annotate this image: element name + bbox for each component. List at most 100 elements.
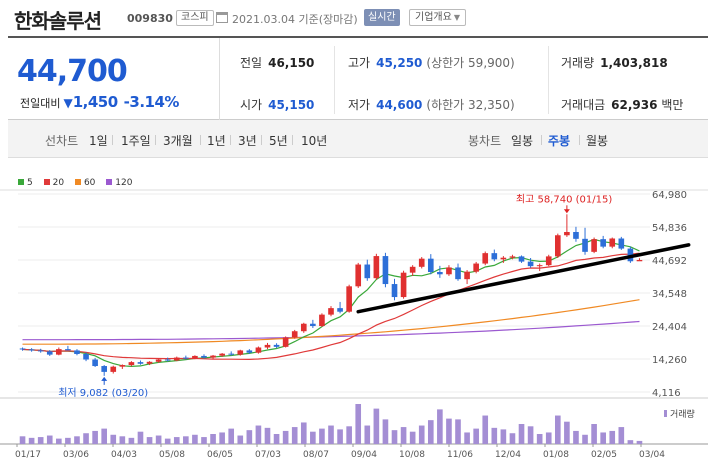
candle <box>437 265 443 278</box>
tab-3m[interactable]: 3개월 <box>163 134 193 148</box>
volume-bar <box>591 424 597 444</box>
volume-bar <box>46 435 53 444</box>
volume-bar <box>418 425 425 444</box>
candle-body <box>418 258 425 267</box>
tab-5y[interactable]: 5년 <box>269 134 288 148</box>
candle-body <box>210 355 216 358</box>
period-tab-bar: 선차트 1일 1주일 3개월 1년 3년 5년 10년 봉차트 일봉 주봉 월봉 <box>8 120 708 158</box>
change-label: 전일대비 <box>20 97 61 110</box>
tab-1d[interactable]: 1일 <box>89 134 108 148</box>
volume-bar <box>101 428 108 444</box>
volume-bar <box>364 425 371 444</box>
volume-bar <box>536 434 543 444</box>
candle <box>618 236 625 250</box>
volume-bar <box>554 415 561 444</box>
low-arrow-icon <box>101 376 108 381</box>
volume-bar <box>482 415 489 444</box>
tab-separator <box>579 135 580 145</box>
candle-body <box>500 257 507 260</box>
candle <box>455 263 461 281</box>
volume-bar <box>37 437 44 444</box>
tab-monthly[interactable]: 월봉 <box>586 134 609 148</box>
candle-body <box>291 331 298 338</box>
tab-10y[interactable]: 10년 <box>301 134 328 148</box>
candle <box>210 354 216 359</box>
candle <box>373 253 380 280</box>
candle-body <box>74 350 80 354</box>
candle-body <box>219 353 225 356</box>
candle <box>545 254 552 267</box>
candle <box>237 349 244 356</box>
low-value: 44,600 <box>376 98 423 112</box>
tab-1y[interactable]: 1년 <box>207 134 226 148</box>
low-annotation: 최저 9,082 (03/20) <box>58 387 148 399</box>
stock-code: 009830 <box>127 12 173 25</box>
candle-body <box>382 256 389 285</box>
x-tick-label: 05/08 <box>159 450 185 459</box>
candle <box>500 256 507 263</box>
candle <box>591 237 597 254</box>
candle <box>509 254 516 260</box>
candle <box>228 351 235 356</box>
divider <box>548 46 549 114</box>
candle <box>255 346 262 354</box>
prev-close-label: 전일 <box>240 56 263 70</box>
support-trendline <box>356 243 691 314</box>
volume-bar <box>237 435 244 444</box>
company-summary-dropdown[interactable]: 기업개요 ▼ <box>409 9 466 26</box>
volume-bar <box>500 429 507 444</box>
amount-value: 62,936 <box>611 98 658 112</box>
legend-label: 60 <box>83 178 96 188</box>
candle <box>609 237 616 249</box>
annotations: 최고 58,740 (01/15) 최저 9,082 (03/20) <box>58 193 612 399</box>
candle <box>446 265 452 276</box>
candle-body <box>409 266 416 273</box>
candle-body <box>119 365 126 367</box>
candle <box>418 257 425 269</box>
legend-label: 120 <box>115 178 133 188</box>
ma20-line <box>22 252 640 361</box>
stock-name: 한화솔루션 <box>14 9 102 33</box>
x-axis: 01/17 03/06 04/03 05/08 06/05 07/03 08/07 09/04… <box>15 444 665 459</box>
candle <box>201 354 207 359</box>
volume-bar <box>337 429 343 444</box>
volume-bar <box>455 419 461 444</box>
volume-bar <box>137 431 144 444</box>
tab-3y[interactable]: 3년 <box>238 134 257 148</box>
candle-body <box>573 231 579 239</box>
candle <box>291 329 298 339</box>
candle <box>346 284 352 313</box>
volume-bar <box>228 428 235 444</box>
candle <box>264 342 271 350</box>
quote-panel: 44,700 전일대비 ▼1,450 -3.14% 전일 46,150 시가 45,15… <box>8 36 708 120</box>
chart-grid <box>0 189 708 445</box>
high-cell: 고가 45,250 (상한가 59,900) <box>348 54 515 71</box>
volume-bar <box>491 427 498 444</box>
volume-bar <box>627 440 634 444</box>
volume-bar <box>564 421 570 444</box>
volume-bar <box>146 437 153 444</box>
tab-1w[interactable]: 1주일 <box>121 134 151 148</box>
volume-legend-label: 거래량 <box>670 408 695 420</box>
candle-body <box>37 350 44 352</box>
volume-bar <box>164 438 171 444</box>
x-tick-label: 01/08 <box>543 450 569 459</box>
candle <box>400 270 407 299</box>
volume-bar <box>310 431 316 444</box>
volume-bar <box>618 427 625 444</box>
x-tick-label: 10/08 <box>399 450 425 459</box>
volume-bar <box>291 427 298 444</box>
candle-body <box>201 355 207 358</box>
high-label: 고가 <box>348 56 371 70</box>
candle-body <box>527 261 534 267</box>
volume-bar <box>74 436 80 444</box>
volume-bar <box>545 432 552 444</box>
tab-weekly[interactable]: 주봉 <box>548 134 571 148</box>
tab-daily[interactable]: 일봉 <box>511 134 534 148</box>
volume-bar <box>400 427 407 444</box>
realtime-button[interactable]: 실시간 <box>364 9 400 26</box>
high-annotation: 최고 58,740 (01/15) <box>516 193 612 205</box>
volume-bar <box>609 430 616 444</box>
candle <box>173 356 180 362</box>
volume-bar <box>201 437 207 444</box>
